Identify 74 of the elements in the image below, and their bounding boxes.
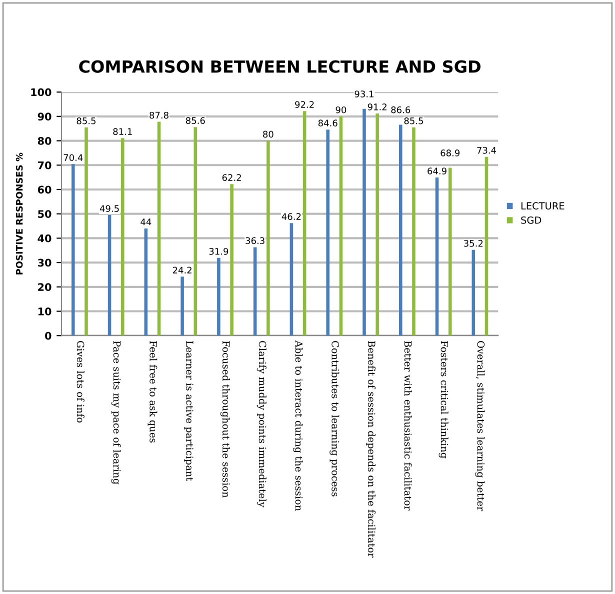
x-tick-label: Contributes to learning process: [330, 341, 340, 496]
bar: [326, 130, 330, 336]
bar: [253, 247, 257, 336]
bar: [362, 108, 366, 336]
legend-label: LECTURE: [521, 202, 564, 210]
bar: [120, 138, 124, 336]
data-label: 70.4: [64, 154, 83, 162]
bar: [230, 184, 234, 336]
x-tick-label: Able to interact during the session: [293, 340, 303, 511]
y-tick-label: 10: [38, 307, 52, 316]
x-tick-label: Clarify muddy points immediately: [256, 341, 266, 508]
bar: [194, 127, 198, 336]
y-axis-title: POSITIVE RESPONSES %: [16, 152, 23, 274]
bar: [108, 215, 112, 336]
x-tick-label: Pace suits my pace of learing: [111, 341, 121, 484]
legend-label: SGD: [521, 216, 542, 224]
y-tick-label: 60: [38, 186, 52, 194]
chart-title: COMPARISON BETWEEN LECTURE AND SGD: [79, 60, 480, 73]
bar: [84, 127, 88, 336]
bar: [290, 223, 294, 336]
data-label: 73.4: [477, 146, 496, 154]
data-label: 46.2: [282, 213, 301, 220]
bar: [266, 140, 270, 336]
data-label: 86.6: [391, 106, 410, 114]
bar: [180, 276, 184, 336]
bar: [302, 111, 306, 336]
x-tick-label: Better with enthusiastic facilitator: [404, 341, 412, 511]
data-label: 85.5: [76, 117, 96, 124]
data-label: 84.6: [318, 120, 338, 126]
bar: [376, 114, 379, 336]
x-tick-label: Gives lots of info: [76, 341, 84, 422]
x-tick-label: Overall, stimulates learning better: [475, 341, 485, 512]
data-label: 35.2: [464, 240, 483, 247]
data-label: 87.8: [150, 112, 168, 119]
bar: [72, 164, 75, 336]
y-tick-label: 40: [38, 234, 52, 242]
data-label: 31.9: [209, 248, 228, 255]
x-tick-label: Fosters critical thinking: [438, 341, 448, 458]
y-tick-label: 30: [38, 258, 52, 267]
x-tick-label: Focused throughout the session: [220, 341, 230, 498]
y-tick-label: 100: [31, 88, 52, 96]
bar: [412, 127, 416, 336]
data-label: 80: [263, 130, 274, 138]
data-label: 85.6: [186, 117, 205, 124]
data-label: 64.9: [428, 168, 446, 174]
y-tick-label: 0: [45, 332, 52, 340]
y-tick-label: 90: [38, 112, 52, 121]
bar: [435, 178, 439, 336]
data-label: 24.2: [172, 266, 192, 274]
data-label: 81.1: [113, 128, 132, 135]
data-label: 85.5: [404, 117, 423, 124]
data-label: 93.1: [354, 90, 374, 98]
x-tick-label: Learner is active participant: [184, 341, 194, 482]
bar: [448, 168, 452, 336]
bar: [484, 156, 488, 336]
bar: [472, 250, 476, 336]
y-tick-label: 70: [38, 161, 52, 170]
y-tick-label: 20: [38, 283, 52, 292]
bar: [157, 122, 161, 336]
data-label: 62.2: [222, 174, 241, 181]
data-label: 36.3: [246, 237, 264, 244]
bar: [217, 258, 220, 336]
bar: [339, 116, 343, 336]
data-label: 90: [336, 106, 346, 114]
data-label: 49.5: [100, 205, 119, 212]
data-label: 68.9: [440, 150, 460, 156]
data-label: 92.2: [295, 101, 314, 108]
bar: [398, 124, 402, 336]
y-tick-label: 80: [38, 137, 52, 145]
x-tick-label: Feel free to ask ques: [148, 341, 158, 443]
y-tick-label: 50: [38, 210, 52, 218]
x-tick-label: Benefit of session depends on the facilitator: [366, 341, 376, 558]
data-label: 44: [140, 218, 152, 226]
data-label: 91.2: [368, 104, 386, 110]
